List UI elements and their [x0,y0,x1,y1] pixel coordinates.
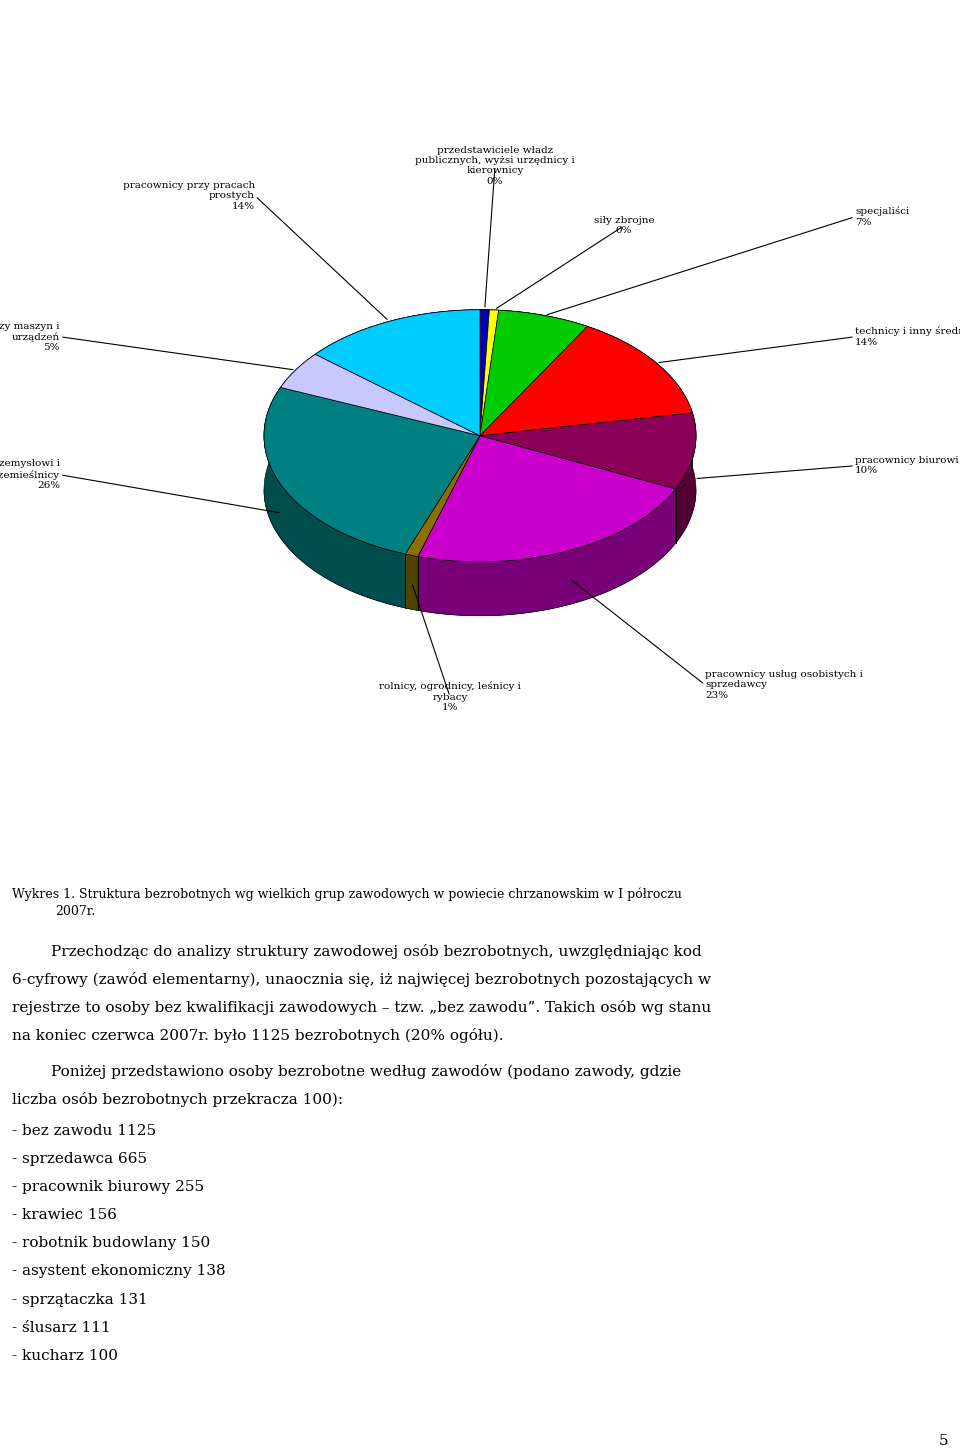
Text: 2007r.: 2007r. [55,906,95,919]
Text: pracownicy biurowi
10%: pracownicy biurowi 10% [855,457,959,475]
Polygon shape [588,327,692,467]
Text: pracownicy przy pracach
prostych
14%: pracownicy przy pracach prostych 14% [123,180,255,211]
Text: siły zbrojne
0%: siły zbrojne 0% [593,217,655,236]
Text: liczba osób bezrobotnych przekracza 100):: liczba osób bezrobotnych przekracza 100)… [12,1092,343,1106]
Text: specjaliści
7%: specjaliści 7% [855,206,909,227]
Polygon shape [480,310,490,436]
Text: - robotnik budowlany 150: - robotnik budowlany 150 [12,1236,210,1250]
Text: 6-cyfrowy (zawód elementarny), unaocznia się, iż najwięcej bezrobotnych pozostaj: 6-cyfrowy (zawód elementarny), unaocznia… [12,971,711,987]
Polygon shape [480,310,588,436]
Polygon shape [480,310,490,364]
Polygon shape [418,436,676,561]
Text: 5: 5 [938,1434,948,1448]
Text: Poniżej przedstawiono osoby bezrobotne według zawodów (podano zawody, gdzie: Poniżej przedstawiono osoby bezrobotne w… [12,1064,682,1079]
Polygon shape [315,310,480,436]
Text: - pracownik biurowy 255: - pracownik biurowy 255 [12,1181,204,1194]
Polygon shape [418,489,676,615]
Text: - sprzątaczka 131: - sprzątaczka 131 [12,1293,148,1307]
Polygon shape [264,387,405,608]
Text: operatorzy i monterzy maszyn i
urządzeń
5%: operatorzy i monterzy maszyn i urządzeń … [0,321,60,352]
Text: Przechodząc do analizy struktury zawodowej osób bezrobotnych, uwzględniając kod: Przechodząc do analizy struktury zawodow… [12,944,702,958]
Polygon shape [480,327,692,436]
Polygon shape [480,310,498,436]
Text: robotnicy przemysłowi i
rzemieślnicy
26%: robotnicy przemysłowi i rzemieślnicy 26% [0,459,60,490]
Text: - bez zawodu 1125: - bez zawodu 1125 [12,1124,156,1138]
Text: - ślusarz 111: - ślusarz 111 [12,1320,110,1335]
Polygon shape [498,310,588,381]
Polygon shape [418,436,676,561]
Polygon shape [480,310,490,436]
Polygon shape [480,327,692,436]
Text: - kucharz 100: - kucharz 100 [12,1349,118,1362]
Text: rejestrze to osoby bez kwalifikacji zawodowych – tzw. „bez zawodu”. Takich osób : rejestrze to osoby bez kwalifikacji zawo… [12,1000,711,1015]
Polygon shape [480,413,696,489]
Polygon shape [280,355,480,436]
Text: przedstawiciele władz
publicznych, wyżsi urzędnicy i
kierownicy
0%: przedstawiciele władz publicznych, wyżsi… [415,145,575,186]
Polygon shape [405,436,480,557]
Text: rolnicy, ogrodnicy, leśnicy i
rybacy
1%: rolnicy, ogrodnicy, leśnicy i rybacy 1% [379,682,521,712]
Polygon shape [264,387,480,554]
Text: technicy i inny średni personel
14%: technicy i inny średni personel 14% [855,327,960,348]
Text: na koniec czerwca 2007r. było 1125 bezrobotnych (20% ogółu).: na koniec czerwca 2007r. było 1125 bezro… [12,1028,503,1043]
Text: Wykres 1. Struktura bezrobotnych wg wielkich grup zawodowych w powiecie chrzanow: Wykres 1. Struktura bezrobotnych wg wiel… [12,887,682,901]
Polygon shape [405,436,480,557]
Polygon shape [280,355,315,442]
Polygon shape [480,310,588,436]
Polygon shape [676,413,696,542]
Text: pracownicy usług osobistych i
sprzedawcy
23%: pracownicy usług osobistych i sprzedawcy… [705,670,863,699]
Text: - sprzedawca 665: - sprzedawca 665 [12,1152,147,1166]
Text: - krawiec 156: - krawiec 156 [12,1208,117,1223]
Polygon shape [480,310,498,436]
Polygon shape [405,554,418,611]
Polygon shape [315,310,480,436]
Polygon shape [280,355,480,436]
Polygon shape [490,310,498,364]
Polygon shape [315,310,480,409]
Polygon shape [264,387,480,554]
Polygon shape [480,413,696,489]
Text: - asystent ekonomiczny 138: - asystent ekonomiczny 138 [12,1265,226,1278]
